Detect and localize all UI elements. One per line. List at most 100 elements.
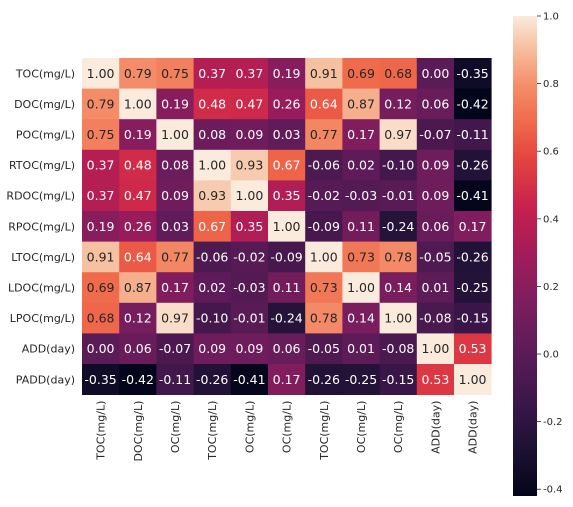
heatmap-cell	[305, 211, 343, 242]
heatmap-cell-value: -0.41	[456, 188, 488, 203]
heatmap-cell-value: 0.06	[273, 341, 301, 356]
heatmap-cell	[379, 58, 418, 89]
heatmap-cell-value: -0.11	[456, 127, 488, 142]
heatmap-cell-value: -0.25	[345, 372, 377, 387]
heatmap-cell	[119, 149, 157, 181]
column-label: TOC(mg/L)	[95, 401, 108, 461]
heatmap-cell-value: 0.37	[235, 66, 263, 81]
heatmap-cell-value: -0.24	[270, 311, 302, 326]
heatmap-cell-value: 1.00	[310, 249, 338, 264]
heatmap-cell	[119, 119, 157, 151]
heatmap-cell	[156, 58, 194, 89]
heatmap-cell-value: 0.26	[124, 219, 152, 234]
column-labels: TOC(mg/L) DOC(mg/L) OC(mg/L) TOC(mg/L) OC(mg…	[95, 401, 480, 462]
heatmap-cell	[82, 149, 120, 181]
column-label: DOC(mg/L)	[132, 401, 145, 462]
heatmap-cell	[193, 364, 232, 395]
row-labels: TOC(mg/L) DOC(mg/L) POC(mg/L) RTOC(mg/L) RDO…	[6, 67, 75, 386]
heatmap-cell-value: 0.02	[347, 158, 375, 173]
heatmap-cell-value: -0.25	[456, 280, 488, 295]
heatmap-cell	[416, 119, 455, 151]
heatmap-cell-value: 0.91	[310, 66, 338, 81]
heatmap-cell-value: -0.05	[419, 249, 451, 264]
heatmap-cell-value: 0.48	[124, 158, 152, 173]
heatmap-cell	[416, 149, 455, 181]
row-label: RPOC(mg/L)	[8, 220, 75, 233]
heatmap-cell	[119, 88, 157, 120]
heatmap-cell	[156, 119, 194, 151]
heatmap-cell-value: -0.10	[382, 158, 414, 173]
heatmap-cell	[454, 211, 492, 242]
heatmap-cell-value: 0.37	[87, 158, 115, 173]
heatmap-cell	[230, 364, 269, 395]
column-label: ADD(day)	[429, 401, 442, 454]
heatmap-cell-value: 0.09	[421, 158, 449, 173]
heatmap-cell-value: 0.00	[87, 341, 115, 356]
heatmap-cell	[342, 58, 380, 89]
heatmap-cell-value: 0.64	[310, 96, 338, 111]
heatmap-cell	[454, 333, 492, 365]
heatmap-cell-value: 0.19	[161, 96, 189, 111]
heatmap-cell	[342, 119, 380, 151]
colorbar-gradient	[513, 16, 537, 496]
row-label: LPOC(mg/L)	[10, 312, 75, 325]
heatmap-cell	[305, 364, 343, 395]
heatmap-cell	[305, 119, 343, 151]
heatmap-cell-value: -0.05	[308, 341, 340, 356]
heatmap-cell-value: 0.14	[384, 280, 412, 295]
heatmap-cell	[305, 241, 343, 273]
heatmap-cell	[305, 272, 343, 304]
heatmap-cell-value: 0.87	[124, 280, 152, 295]
heatmap-cell	[416, 211, 455, 242]
colorbar-tick-label: 0.6	[543, 147, 559, 158]
heatmap-cell-value: 0.19	[124, 127, 152, 142]
heatmap-cell-value: 0.17	[459, 219, 487, 234]
heatmap-cell	[454, 119, 492, 151]
colorbar-tick-label: 0.4	[543, 214, 559, 225]
heatmap-cell	[230, 58, 269, 89]
heatmap-cell-value: 0.68	[87, 311, 115, 326]
colorbar: 1.0 0.8 0.6 0.4 0.2 0.0 -0.2 -0.4	[513, 12, 563, 496]
heatmap-cell	[230, 241, 269, 273]
heatmap-cell	[416, 272, 455, 304]
heatmap-cell	[156, 364, 194, 395]
heatmap-cell-value: 0.09	[235, 127, 263, 142]
heatmap-cell-value: -0.11	[159, 372, 191, 387]
heatmap-cell	[119, 333, 157, 365]
heatmap-cell-value: 0.73	[347, 249, 375, 264]
colorbar-tick-label: 0.2	[543, 282, 559, 293]
column-label: ADD(day)	[467, 401, 480, 454]
heatmap-cell-value: 1.00	[459, 372, 487, 387]
heatmap-cell-value: -0.42	[456, 96, 488, 111]
heatmap-cell	[268, 241, 306, 273]
heatmap-cell	[82, 88, 120, 120]
heatmap-cell	[342, 180, 380, 212]
heatmap-cell-value: 0.79	[87, 96, 115, 111]
heatmap-cell	[230, 88, 269, 120]
heatmap-cell	[156, 333, 194, 365]
heatmap-cell-value: 0.17	[347, 127, 375, 142]
heatmap-cell	[342, 241, 380, 273]
heatmap-cell-value: -0.03	[345, 188, 377, 203]
colorbar-tick-label: 0.8	[543, 79, 559, 90]
heatmap-cell	[230, 333, 269, 365]
colorbar-tick-label: -0.4	[543, 485, 563, 496]
heatmap-cell-value: 0.64	[124, 249, 152, 264]
heatmap-cell	[379, 241, 418, 273]
heatmap-cell	[82, 180, 120, 212]
heatmap-cell	[82, 333, 120, 365]
heatmap-cell	[268, 180, 306, 212]
heatmap-cell	[193, 211, 232, 242]
heatmap-cell-value: -0.06	[308, 158, 340, 173]
heatmap-cell-value: 0.67	[273, 158, 301, 173]
colorbar-tick-label: 0.0	[543, 350, 559, 361]
column-label: OC(mg/L)	[243, 401, 256, 453]
heatmap-cell	[379, 88, 418, 120]
heatmap-cell-value: 0.11	[273, 280, 301, 295]
heatmap-cell	[379, 364, 418, 395]
heatmap-cell-value: 0.01	[421, 280, 449, 295]
heatmap-cell	[454, 241, 492, 273]
heatmap-cell-value: 0.01	[347, 341, 375, 356]
heatmap-cell-value: 0.09	[198, 341, 226, 356]
heatmap-cell	[82, 272, 120, 304]
